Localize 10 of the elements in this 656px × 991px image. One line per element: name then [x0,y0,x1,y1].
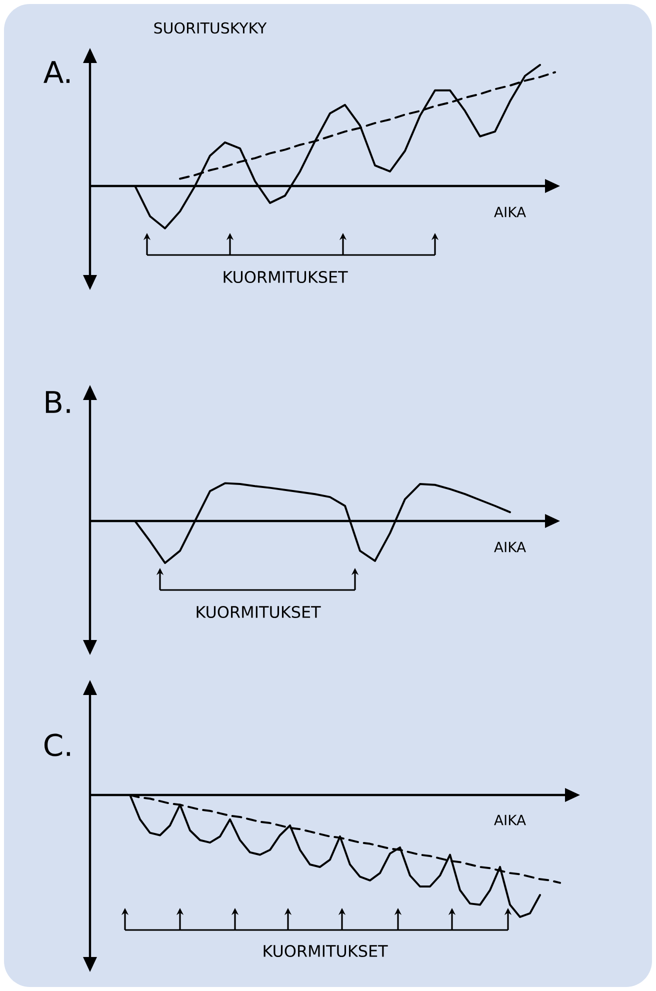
chart-title: B. [46,391,70,413]
x-axis-title: AIKA [494,542,526,552]
chart-title: C. [44,734,70,756]
text: KUORMITUKSET [264,944,388,958]
x-axis-title: AIKA [494,206,526,218]
x-axis-title: AIKA [494,814,526,826]
chart-title: A. [44,61,70,83]
text: KUORMITUKSET [196,606,321,618]
y-axis-title: SUORITUSKYKY [154,22,267,34]
text: KUORMITUKSET [224,270,348,284]
